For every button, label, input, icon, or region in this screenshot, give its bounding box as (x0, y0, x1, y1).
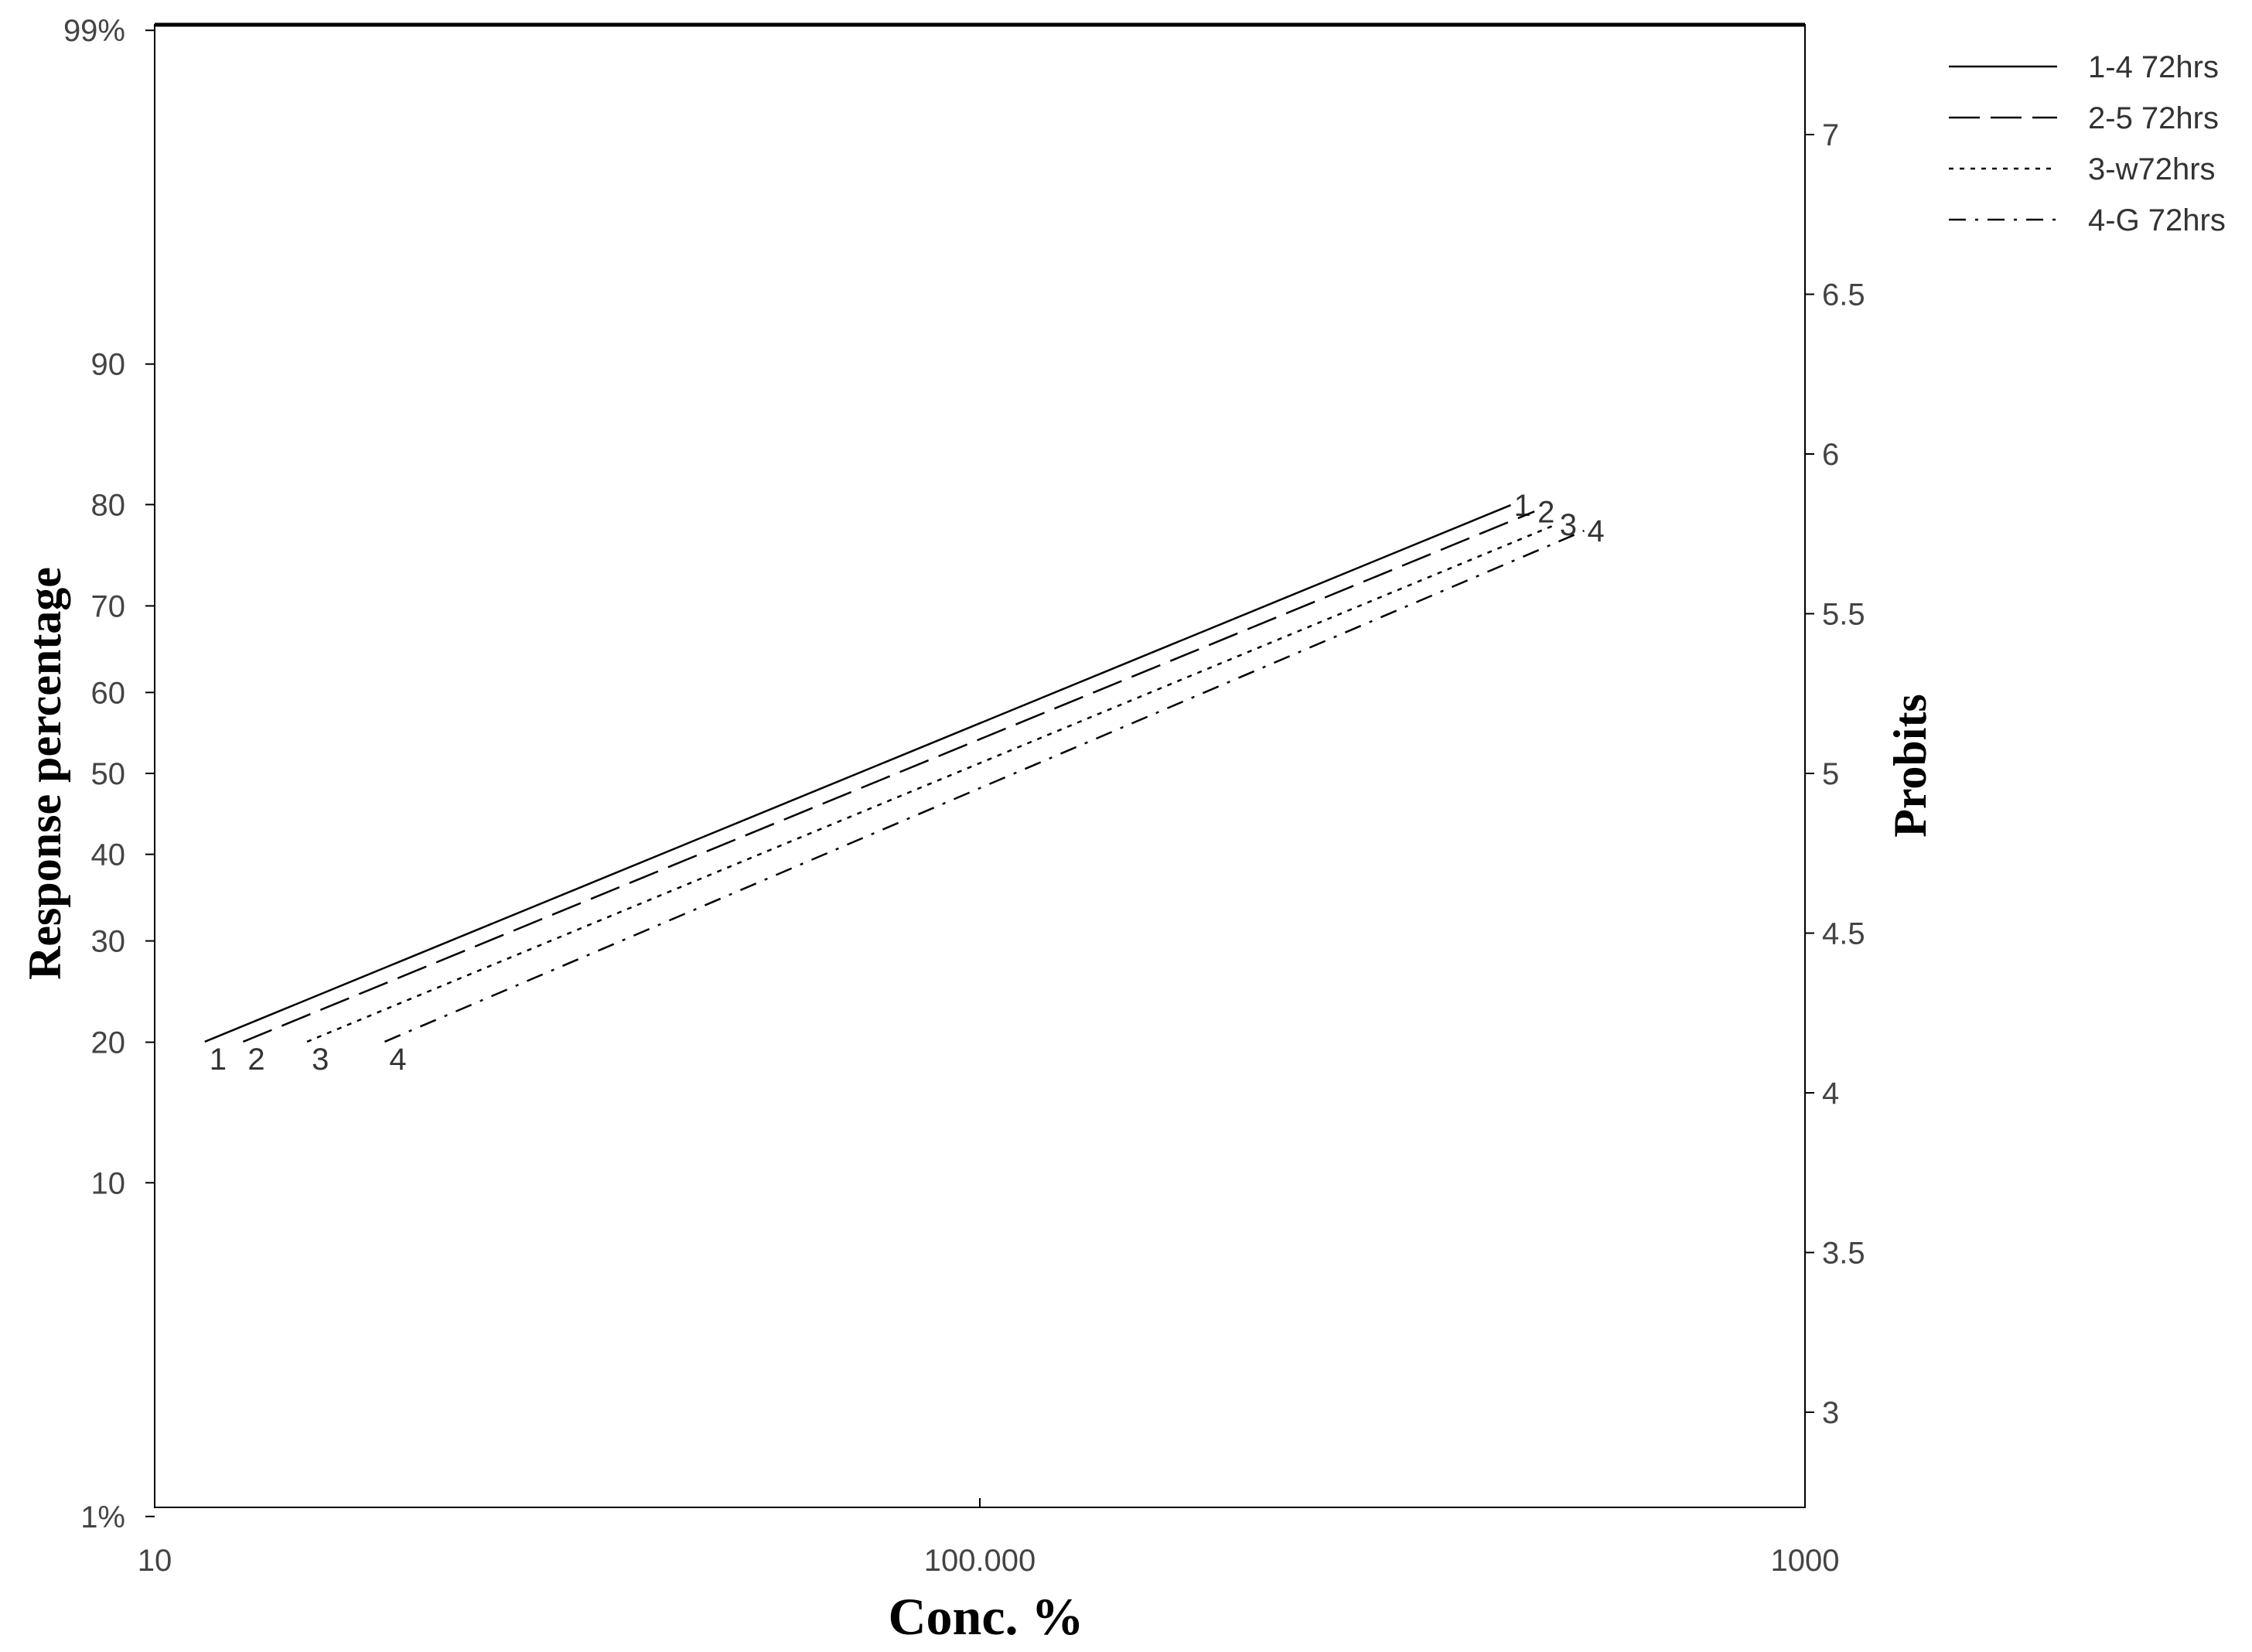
series-line-3 (306, 523, 1558, 1043)
probit-tick-label: 5.5 (1822, 598, 1865, 632)
probit-axis-ticks: 3 3.5 4 4.5 5 5.5 6 6.5 7 (1805, 118, 1865, 1430)
series-start-label-2: 2 (247, 1043, 264, 1077)
series-end-label-2: 2 (1537, 495, 1554, 529)
probit-tick-label: 4 (1822, 1077, 1839, 1111)
x-axis-title: Conc. % (888, 1587, 1083, 1646)
legend-label-1: 1-4 72hrs (2088, 50, 2219, 84)
y-tick-label: 70 (91, 589, 126, 623)
probit-axis-title: Probits (1885, 694, 1936, 838)
probit-tick-label: 7 (1822, 118, 1839, 152)
y-tick-label: 60 (91, 676, 126, 710)
y-axis-ticks: 1% 10 20 30 40 50 60 70 80 90 99% (63, 14, 155, 1534)
probit-tick-label: 6 (1822, 438, 1839, 472)
series-end-label-4: 4 (1587, 514, 1604, 548)
y-axis-title: Response percentage (19, 567, 70, 980)
series-end-label-3: 3 (1560, 508, 1577, 542)
y-tick-label: 30 (91, 925, 126, 959)
series-start-label-4: 4 (389, 1043, 406, 1077)
legend: 1-4 72hrs 2-5 72hrs 3-w72hrs 4-G 72hrs (1949, 50, 2226, 237)
y-tick-label: 1% (80, 1500, 125, 1534)
legend-label-3: 3-w72hrs (2088, 152, 2216, 186)
y-tick-label: 20 (91, 1026, 126, 1060)
probit-tick-label: 3.5 (1822, 1237, 1865, 1271)
x-tick-label: 1000 (1771, 1544, 1840, 1578)
y-tick-label: 80 (91, 488, 126, 522)
series-line-2 (242, 510, 1535, 1043)
series-end-label-1: 1 (1514, 489, 1531, 523)
plot-frame (154, 24, 1806, 1508)
series-line-1 (204, 503, 1512, 1043)
x-tick-label: 100.000 (924, 1544, 1036, 1578)
y-tick-label: 40 (91, 838, 126, 872)
series-line-4 (384, 529, 1585, 1043)
y-tick-label: 90 (91, 348, 126, 382)
y-tick-label: 50 (91, 757, 126, 791)
series-start-label-3: 3 (312, 1043, 329, 1077)
legend-label-4: 4-G 72hrs (2088, 203, 2226, 237)
y-tick-label: 10 (91, 1166, 126, 1200)
legend-label-2: 2-5 72hrs (2088, 101, 2219, 135)
probit-tick-label: 6.5 (1822, 278, 1865, 312)
y-tick-label: 99% (63, 14, 125, 48)
probit-tick-label: 5 (1822, 757, 1839, 791)
probit-tick-label: 4.5 (1822, 917, 1865, 951)
series-start-label-1: 1 (210, 1043, 227, 1077)
probit-tick-label: 3 (1822, 1396, 1839, 1430)
x-tick-label: 10 (138, 1544, 172, 1578)
x-axis-ticks: 10 100.000 1000 (138, 1498, 1840, 1578)
